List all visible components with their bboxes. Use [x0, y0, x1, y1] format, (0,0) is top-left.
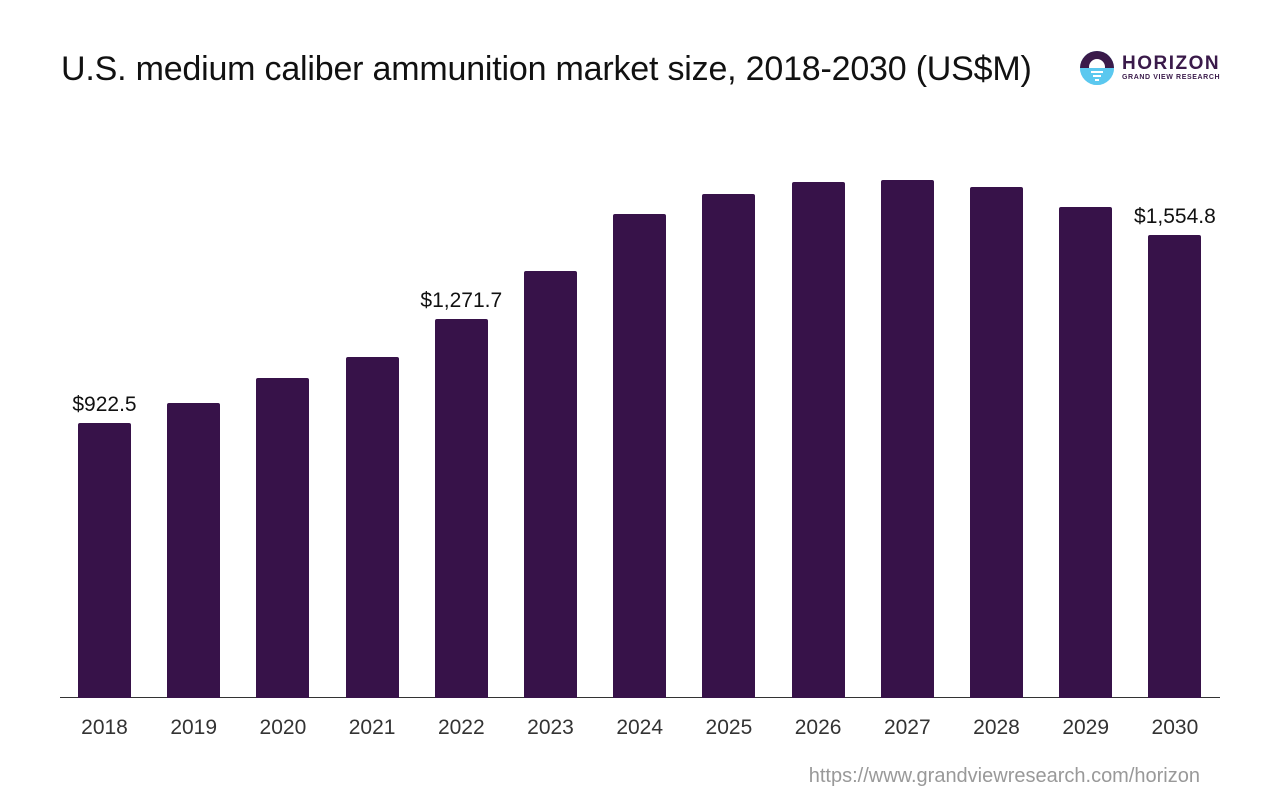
- x-tick-label: 2021: [348, 716, 396, 739]
- x-tick-label: 2027: [883, 716, 931, 739]
- bar-2018: [78, 423, 131, 698]
- bar-2022: [434, 319, 488, 698]
- bar-2026: [791, 182, 845, 698]
- x-tick-label: 2022: [437, 716, 485, 739]
- data-label: $1,554.8: [1134, 205, 1216, 228]
- x-tick-label: 2018: [81, 716, 128, 739]
- bar-2028: [970, 187, 1023, 698]
- x-tick-label: 2029: [1062, 716, 1110, 739]
- data-label: $1,271.7: [420, 289, 503, 312]
- x-tick-label: 2030: [1151, 716, 1199, 739]
- x-tick-label: 2024: [616, 716, 664, 739]
- bar-2029: [1059, 207, 1113, 698]
- brand-logo: HORIZON GRAND VIEW RESEARCH: [1080, 51, 1220, 85]
- x-tick-label: 2026: [794, 716, 842, 739]
- x-tick-label: 2019: [170, 716, 218, 739]
- bar-2019: [167, 403, 221, 698]
- x-tick-label: 2020: [259, 716, 307, 739]
- x-tick-label: 2023: [527, 716, 574, 739]
- source-url: https://www.grandviewresearch.com/horizo…: [808, 765, 1200, 787]
- bar-2024: [613, 214, 667, 698]
- bar-2020: [256, 378, 310, 698]
- x-tick-label: 2025: [705, 716, 753, 739]
- data-label: $922.5: [72, 393, 137, 416]
- logo-name: HORIZON: [1122, 52, 1221, 74]
- horizon-sun-icon: [1080, 51, 1114, 85]
- bar-2023: [524, 271, 577, 698]
- bar-2027: [880, 180, 934, 698]
- logo-subtitle: GRAND VIEW RESEARCH: [1122, 73, 1221, 81]
- chart-title: U.S. medium caliber ammunition market si…: [61, 50, 1032, 88]
- bar-2030: [1148, 235, 1202, 698]
- bar-2025: [702, 194, 756, 698]
- bar-2021: [345, 357, 399, 698]
- x-tick-label: 2028: [973, 716, 1020, 739]
